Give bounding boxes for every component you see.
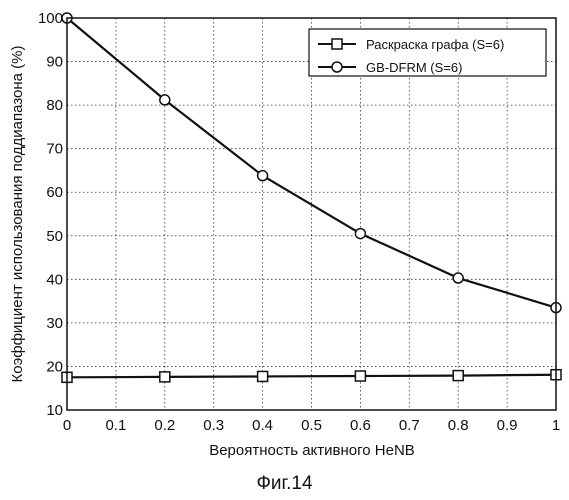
series-1 xyxy=(62,370,561,383)
x-axis-label: Вероятность активного HeNB xyxy=(209,442,415,459)
x-tick-label: 0.1 xyxy=(105,417,126,434)
y-tick-label: 60 xyxy=(46,184,63,201)
y-tick-label: 80 xyxy=(46,97,63,114)
x-tick-label: 0.2 xyxy=(154,417,175,434)
legend-label: Раскраска графа (S=6) xyxy=(366,37,504,52)
y-tick-label: 20 xyxy=(46,358,63,375)
x-tick-label: 1 xyxy=(552,417,560,434)
x-tick-label: 0.4 xyxy=(252,417,273,434)
x-tick-label: 0.7 xyxy=(399,417,420,434)
legend-marker xyxy=(332,39,342,49)
x-tick-label: 0.3 xyxy=(203,417,224,434)
x-tick-label: 0.8 xyxy=(448,417,469,434)
data-point xyxy=(160,372,170,382)
x-tick-label: 0.9 xyxy=(497,417,518,434)
x-tick-label: 0.5 xyxy=(301,417,322,434)
y-tick-label: 30 xyxy=(46,315,63,332)
data-point xyxy=(453,371,463,381)
y-tick-label: 10 xyxy=(46,402,63,419)
legend: Раскраска графа (S=6) GB-DFRM (S=6) xyxy=(309,29,546,76)
y-axis-label: Коэффициент использования поддиапазона (… xyxy=(9,46,26,383)
x-tick-label: 0 xyxy=(63,417,71,434)
x-tick-label: 0.6 xyxy=(350,417,371,434)
y-tick-label: 50 xyxy=(46,228,63,245)
data-point xyxy=(258,371,268,381)
data-point xyxy=(453,273,463,283)
data-point xyxy=(355,371,365,381)
data-point xyxy=(258,171,268,181)
data-point xyxy=(355,229,365,239)
legend-label: GB-DFRM (S=6) xyxy=(366,60,462,75)
y-tick-label: 40 xyxy=(46,271,63,288)
legend-marker xyxy=(332,62,342,72)
y-tick-label: 100 xyxy=(38,10,63,27)
data-point xyxy=(160,95,170,105)
y-tick-label: 70 xyxy=(46,141,63,158)
figure-caption: Фиг.14 xyxy=(0,473,569,495)
grid xyxy=(67,18,556,410)
y-tick-label: 90 xyxy=(46,54,63,71)
